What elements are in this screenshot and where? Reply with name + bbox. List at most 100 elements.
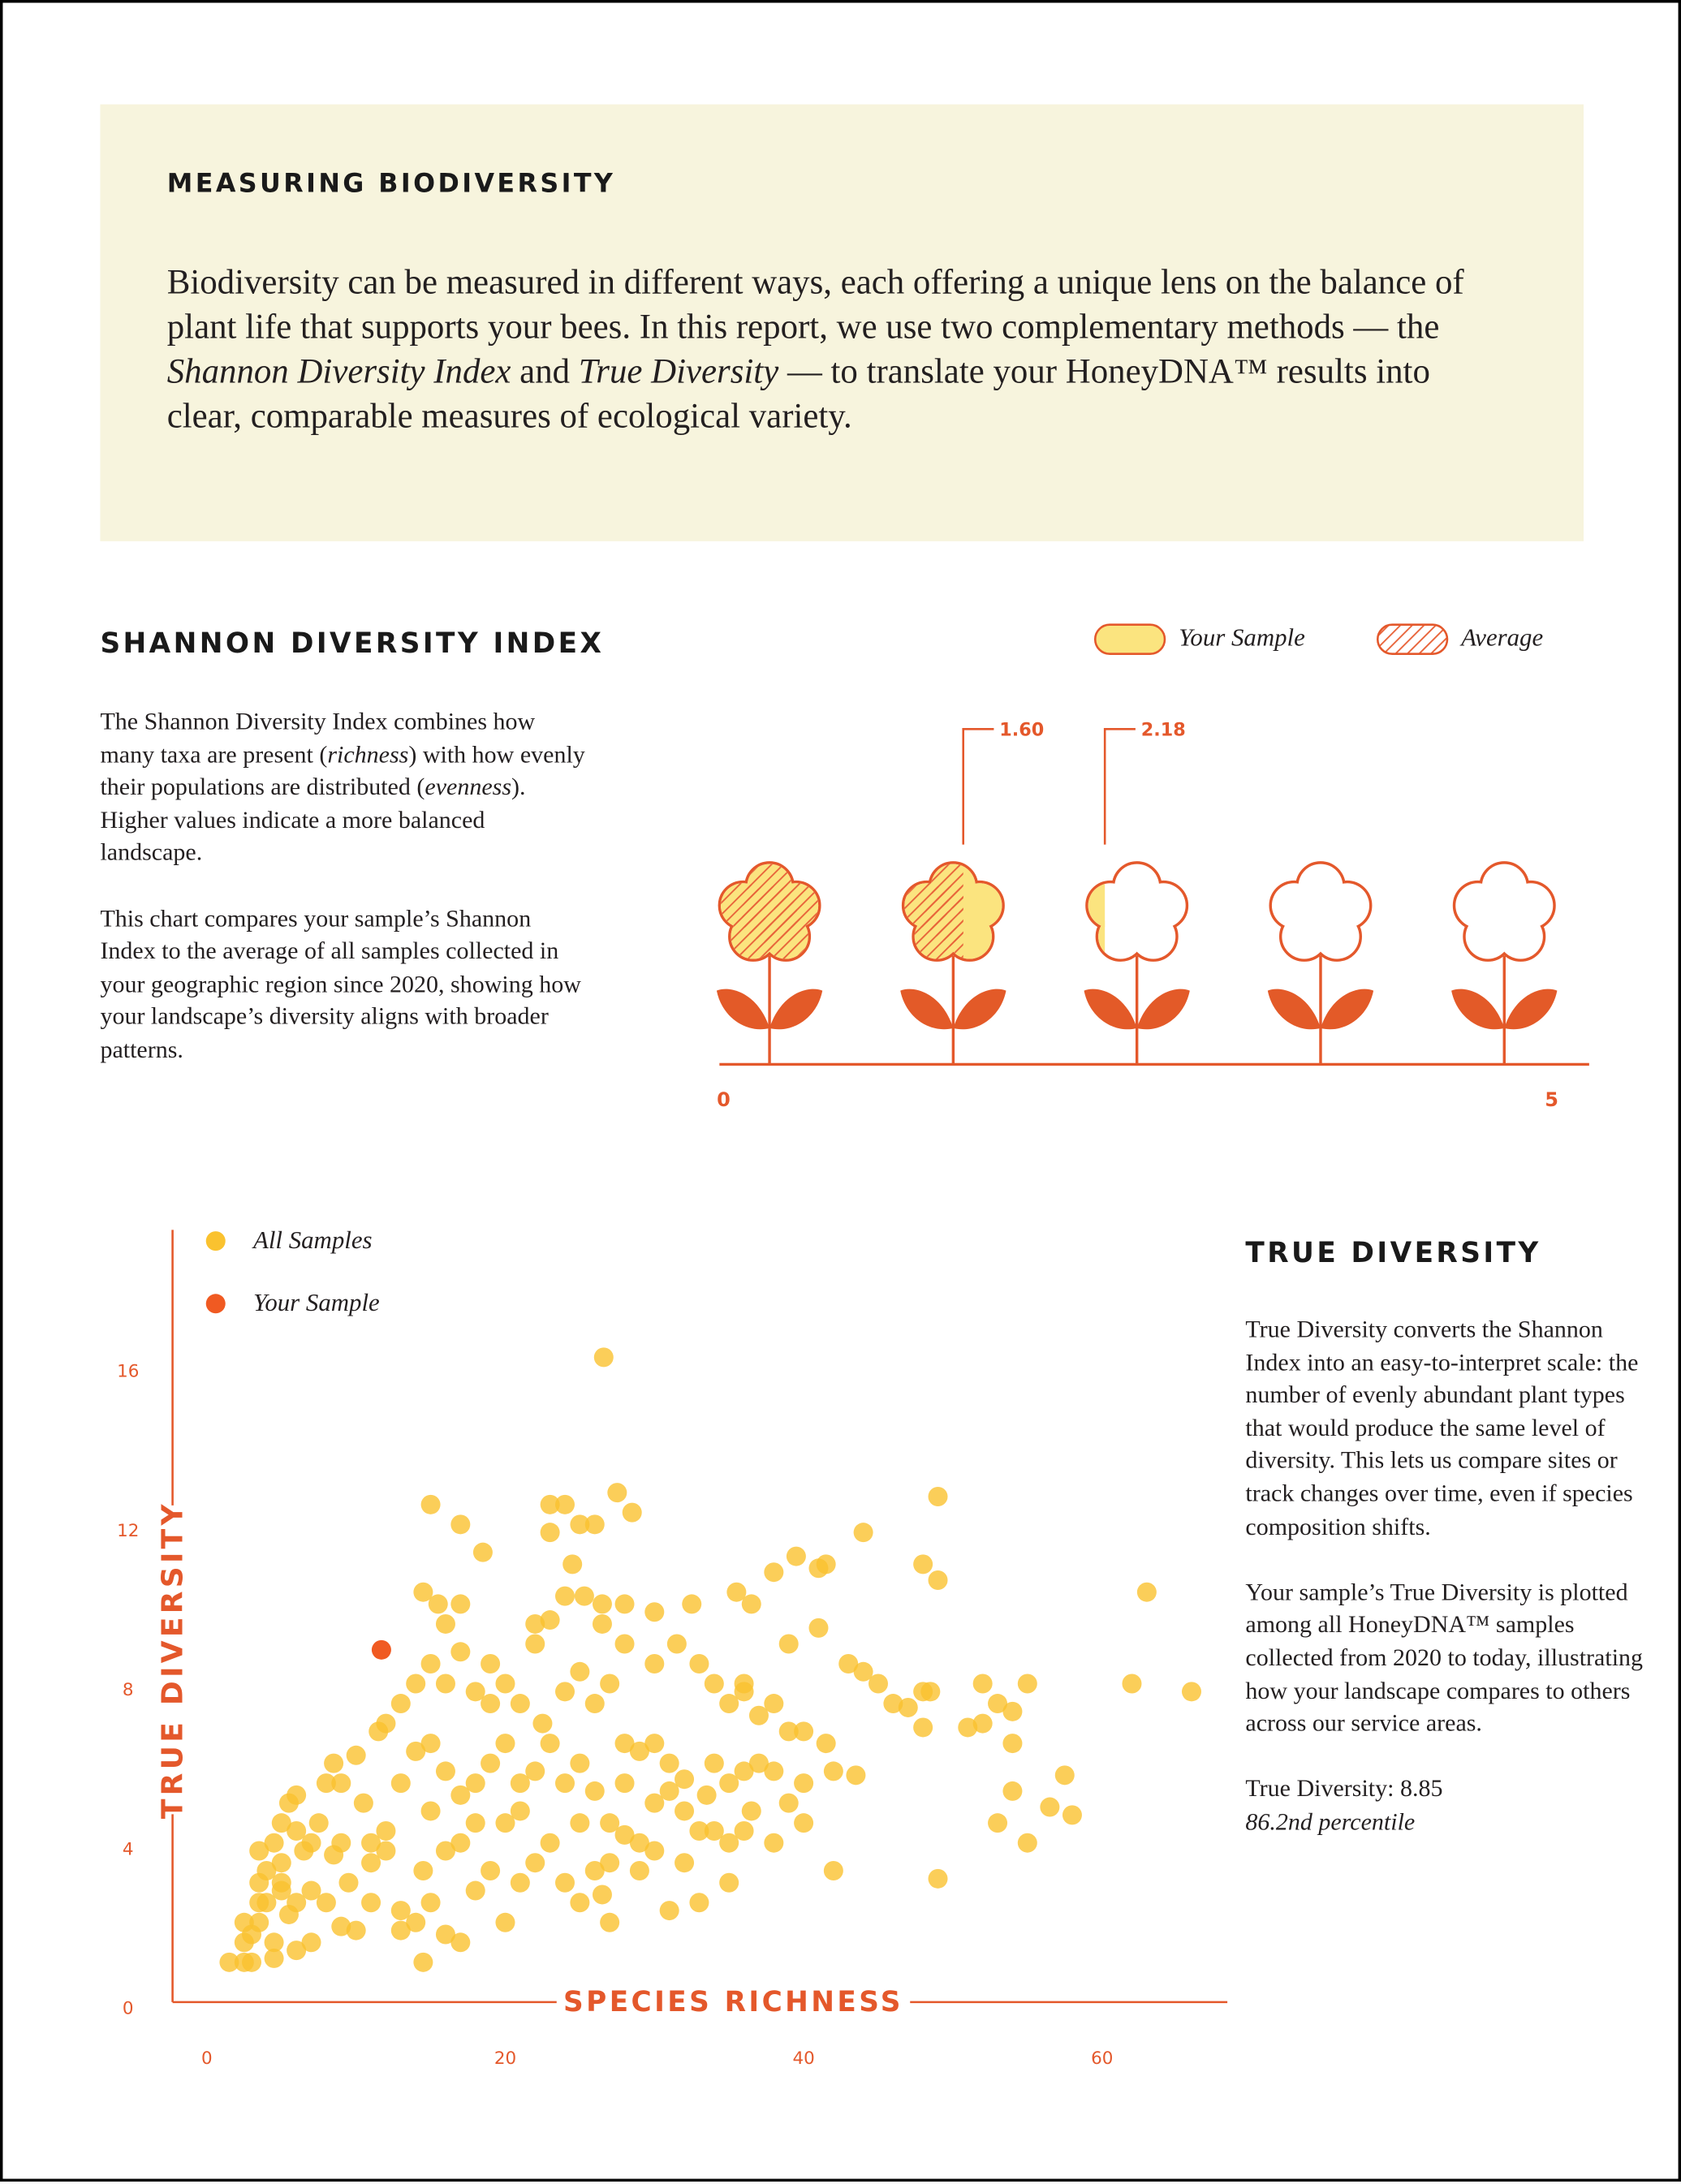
x-tick-label: 20	[494, 2048, 516, 2069]
flower-fill	[904, 864, 963, 959]
data-point	[308, 1813, 329, 1833]
data-point	[600, 1674, 620, 1694]
data-point	[540, 1833, 560, 1853]
data-point	[271, 1872, 291, 1893]
shannon-text: The Shannon Diversity Index combines how…	[100, 705, 589, 1099]
data-point	[481, 1694, 501, 1714]
data-point	[390, 1773, 411, 1794]
paragraph: The Shannon Diversity Index combines how…	[100, 705, 589, 869]
data-point	[495, 1813, 515, 1833]
data-point	[525, 1613, 545, 1634]
data-point	[420, 1893, 441, 1913]
data-point	[958, 1717, 978, 1738]
data-point	[525, 1853, 545, 1873]
leaf	[716, 989, 770, 1030]
flower-head	[1269, 861, 1373, 962]
data-point	[719, 1773, 739, 1794]
data-point	[614, 1634, 635, 1654]
text-run: ) with how evenly their populations are …	[100, 739, 585, 801]
data-point	[570, 1514, 590, 1535]
data-point	[823, 1761, 843, 1781]
data-point	[435, 1761, 455, 1781]
petal	[741, 886, 798, 942]
data-point	[808, 1558, 829, 1579]
data-point	[786, 1546, 806, 1566]
data-point	[301, 1833, 321, 1853]
data-point	[555, 1682, 575, 1702]
data-point	[666, 1634, 687, 1654]
data-point	[584, 1781, 605, 1801]
data-point	[435, 1924, 455, 1945]
data-point	[570, 1893, 590, 1913]
data-point	[510, 1694, 530, 1714]
leaf	[900, 989, 954, 1030]
data-point	[696, 1785, 717, 1805]
flower-head	[901, 861, 1005, 962]
data-point	[913, 1717, 933, 1738]
data-point	[614, 1824, 635, 1845]
section-title: MEASURING BIODIVERSITY	[166, 170, 616, 200]
data-point	[510, 1773, 530, 1794]
data-point	[1002, 1781, 1023, 1801]
data-point	[264, 1833, 284, 1853]
data-point	[689, 1893, 709, 1913]
data-point	[629, 1861, 649, 1881]
data-point	[689, 1820, 709, 1841]
data-point	[287, 1941, 307, 1961]
legend-swatch	[1376, 623, 1449, 656]
data-point	[428, 1594, 448, 1614]
data-point	[853, 1661, 873, 1682]
data-point	[413, 1582, 433, 1602]
data-point	[675, 1801, 695, 1821]
section-title: TRUE DIVERSITY	[1245, 1235, 1541, 1269]
leaf	[769, 989, 823, 1030]
highlight-point	[371, 1639, 391, 1660]
data-point	[600, 1813, 620, 1833]
data-point	[1136, 1582, 1157, 1602]
data-point	[764, 1562, 784, 1583]
y-tick-label: 16	[117, 1362, 139, 1382]
result: True Diversity: 8.85	[1245, 1774, 1443, 1803]
data-point	[406, 1674, 426, 1694]
data-point	[614, 1734, 635, 1754]
flower-fill	[1088, 884, 1106, 953]
data-point	[264, 1948, 284, 1968]
data-point	[234, 1912, 254, 1932]
data-point	[622, 1502, 642, 1523]
data-point	[510, 1801, 530, 1821]
section-title: SHANNON DIVERSITY INDEX	[100, 626, 605, 660]
data-point	[525, 1634, 545, 1654]
data-point	[331, 1773, 351, 1794]
data-point	[540, 1494, 560, 1514]
data-point	[369, 1721, 389, 1742]
intro-text: Biodiversity can be measured in differen…	[167, 261, 1482, 439]
data-point	[219, 1952, 239, 1972]
data-point	[301, 1880, 321, 1901]
data-point	[868, 1674, 888, 1694]
data-point	[764, 1694, 784, 1714]
data-point	[435, 1674, 455, 1694]
data-point	[301, 1932, 321, 1953]
data-point	[1040, 1797, 1060, 1817]
data-point	[346, 1920, 366, 1941]
data-point	[376, 1841, 396, 1861]
data-point	[450, 1932, 471, 1953]
data-point	[481, 1861, 501, 1881]
petal	[1476, 886, 1532, 942]
data-point	[465, 1813, 485, 1833]
true-diversity-text: True Diversity converts the Shannon Inde…	[1245, 1313, 1643, 1838]
x-tick-label: 60	[1091, 2048, 1113, 2069]
data-point	[450, 1833, 471, 1853]
flower-head	[718, 861, 821, 962]
data-point	[846, 1765, 866, 1786]
data-point	[435, 1841, 455, 1861]
data-point	[361, 1853, 381, 1873]
data-point	[574, 1586, 594, 1606]
data-point	[600, 1912, 620, 1932]
value-label: 1.60	[999, 720, 1044, 741]
y-tick-label: 4	[123, 1839, 134, 1859]
text-run: evenness	[425, 772, 512, 801]
data-point	[823, 1861, 843, 1881]
